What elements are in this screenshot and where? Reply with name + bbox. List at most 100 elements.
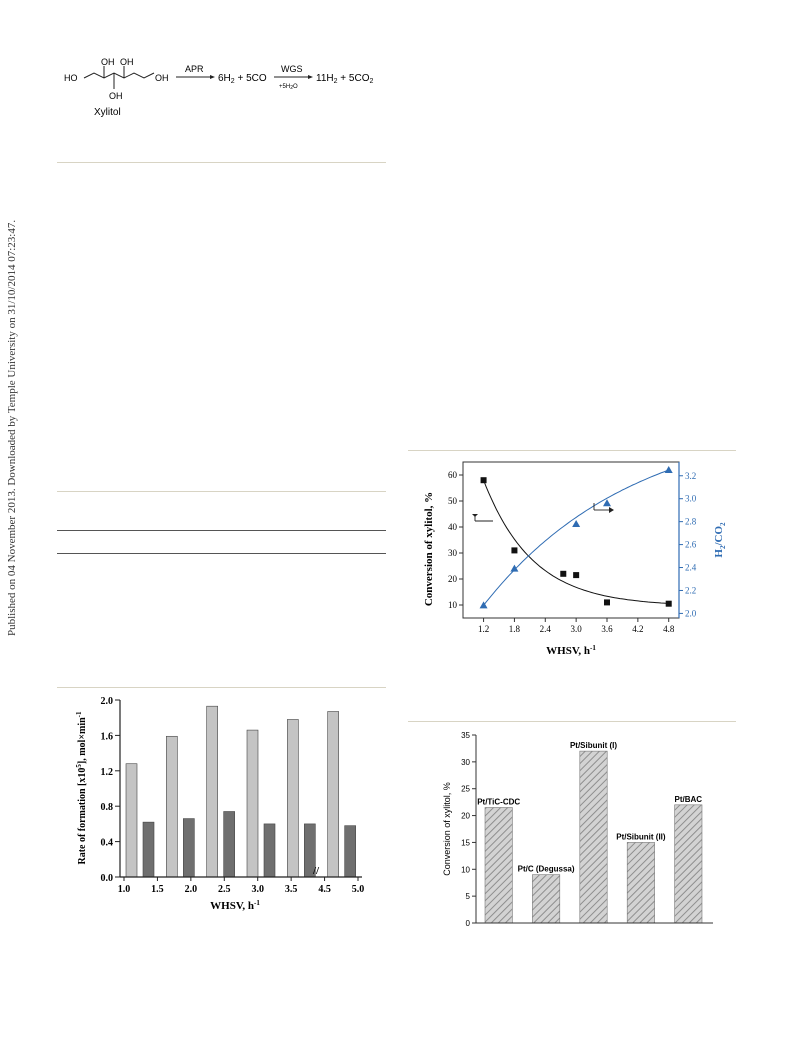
reaction-scheme: OH OH HO OH OH Xylitol APR 6H2 + 5CO WGS… [64,57,373,118]
divider-scheme [57,162,386,163]
catalyst-bar [484,807,513,924]
oh-label-1: OH [101,57,115,67]
divider-table-body [57,553,386,554]
h2co2-point [479,601,488,609]
light-bar [206,705,218,878]
axis-break-mark: // [312,865,320,877]
conversion-point [560,570,567,577]
y-tick-label: 10 [448,600,458,610]
divider-table-header [57,530,386,531]
x-tick-label: 3.5 [285,884,298,895]
y-tick-label: 0 [466,919,471,928]
ho-label: HO [64,73,78,83]
x-axis-label: WHSV, h-1 [546,644,596,657]
y-tick-label: 50 [448,496,458,506]
wgs-arrowhead [308,75,313,79]
x-tick-label: 4.2 [632,624,643,634]
x-tick-label: 3.0 [571,624,583,634]
oh-label-4: OH [109,91,123,101]
compound-name: Xylitol [94,107,121,118]
wgs-water: +5H2O [279,84,298,91]
catalyst-label: Pt/C (Degussa) [518,865,575,874]
h2co2-point [572,519,581,527]
apr-label: APR [185,64,204,74]
h2co2-point [603,499,611,507]
dark-bar [344,825,356,878]
x-tick-label: 4.8 [663,624,675,634]
y-tick-label: 60 [448,470,458,480]
divider-figure-left [57,687,386,688]
y2-tick-label: 2.0 [685,608,697,618]
apr-products: 6H2 + 5CO [218,73,267,85]
catalyst-label: Pt/TiC-CDC [477,798,520,807]
y-tick-label: 0.8 [101,802,114,813]
y-tick-label: 40 [448,522,458,532]
conversion-point [665,600,672,607]
y-axis-label: Conversion of xylitol, % [442,782,452,876]
divider-figure-right-bottom [408,721,736,722]
conversion-point [511,547,518,554]
light-bar [327,711,339,878]
x-tick-label: 3.6 [601,624,613,634]
y-axis-label: Rate of formation [x105], mol×min-1 [75,711,88,865]
catalyst-label: Pt/Sibunit (II) [616,832,666,841]
conversion-fit-curve [483,480,669,604]
apr-arrowhead [210,75,215,79]
catalyst-label: Pt/BAC [675,795,703,804]
y-tick-label: 1.2 [101,767,114,778]
plot-frame [462,461,680,619]
y-tick-label: 0.0 [101,873,114,884]
xylitol-skeleton [83,66,155,89]
y-tick-label: 15 [461,838,470,847]
y2-tick-label: 2.6 [685,540,697,550]
y-tick-label: 5 [466,892,471,901]
left-axis-indicator-arrow [472,514,493,522]
rate-of-formation-chart: 0.0 0.4 0.8 1.2 1.6 2.0 1.0 1.5 2.0 2.5 3.0 3.5 4.5 5… [75,696,364,912]
y2-tick-label: 2.2 [685,585,696,595]
y2-tick-label: 2.8 [685,517,697,527]
catalyst-label: Pt/Sibunit (I) [570,741,617,750]
h2co2-point [664,466,673,474]
oh-label-3: OH [155,73,169,83]
light-bar [287,719,299,878]
dark-bar [183,818,195,878]
x-tick-label: 4.5 [318,884,331,895]
wgs-products: 11H2 + 5CO2 [316,73,373,85]
x-tick-label: 2.4 [540,624,552,634]
conversion-h2co2-chart: 1.2 1.8 2.4 3.0 3.6 4.2 4.8 10 20 30 40 50 60 2.0 2.2 2… [423,461,727,657]
conversion-point [604,599,610,606]
x-axis-label: WHSV, h-1 [210,899,260,912]
y-tick-label: 30 [448,548,458,558]
x-tick-label: 1.8 [509,624,521,634]
provenance-note: Published on 04 November 2013. Downloade… [2,186,24,636]
y2-axis-label: H2/CO2 [713,522,727,558]
dark-bar [263,823,276,878]
y2-tick-label: 2.4 [685,563,697,573]
x-tick-label: 1.5 [151,884,164,895]
y-tick-label: 20 [448,574,458,584]
dark-bar [142,821,155,878]
light-bar [246,729,259,878]
light-bar [166,735,178,878]
dark-bar [223,811,235,878]
right-axis-indicator-arrow [593,503,614,513]
provenance-text: Published on 04 November 2013. Downloade… [6,219,18,636]
x-tick-label: 1.2 [478,624,489,634]
y-tick-label: 35 [461,731,470,740]
y-tick-label: 25 [461,785,470,794]
y2-tick-label: 3.0 [685,494,697,504]
y-tick-label: 0.4 [101,838,114,849]
catalyst-bar [579,750,608,924]
y-tick-label: 1.6 [101,731,114,742]
x-tick-label: 2.0 [185,884,198,895]
y-tick-label: 2.0 [101,696,114,707]
wgs-label: WGS [281,64,303,74]
catalyst-bar [674,804,703,924]
conversion-point [573,572,580,579]
y-tick-label: 10 [461,865,470,874]
x-tick-label: 1.0 [118,884,131,895]
catalyst-bar [626,842,655,924]
oh-label-2: OH [120,57,134,67]
catalyst-bar [532,874,561,924]
y-axis-label: Conversion of xylitol, % [423,492,435,606]
